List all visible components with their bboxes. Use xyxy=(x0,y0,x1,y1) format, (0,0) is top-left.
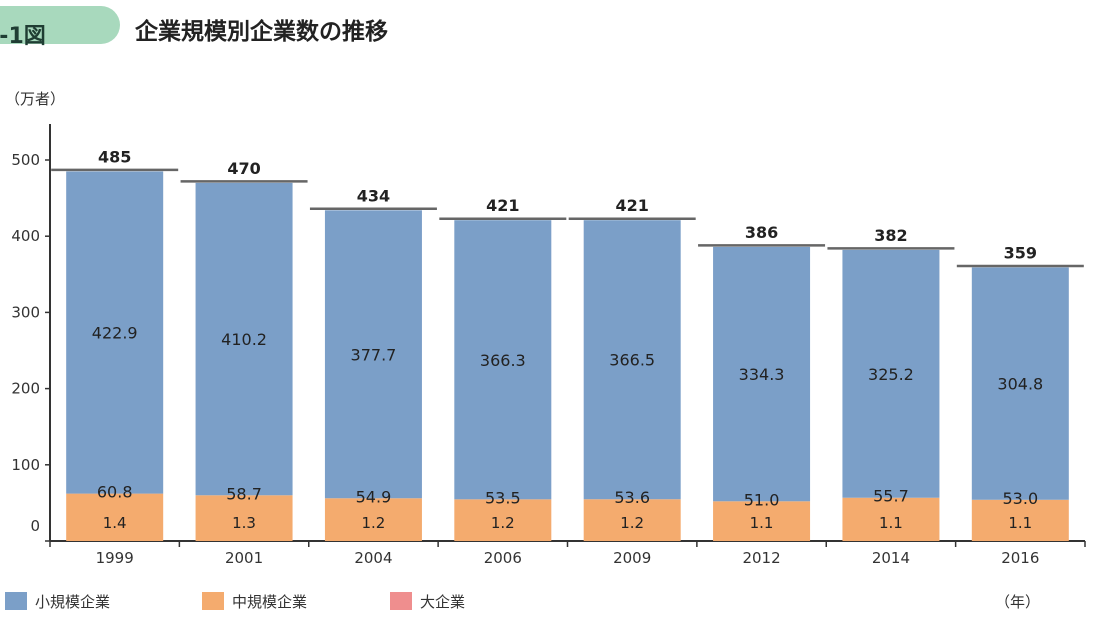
large-value-label: 1.2 xyxy=(491,514,515,532)
y-axis-label: （万者） xyxy=(5,90,65,108)
x-tick-label: 2016 xyxy=(1001,549,1039,567)
bar-segment-medium xyxy=(583,499,681,541)
bar-segment-small xyxy=(66,171,164,494)
small-value-label: 304.8 xyxy=(997,375,1043,394)
medium-value-label: 54.9 xyxy=(356,487,392,506)
total-label: 421 xyxy=(615,196,648,215)
legend-swatch xyxy=(5,592,27,610)
x-tick-label: 2014 xyxy=(872,549,910,567)
y-tick-label: 100 xyxy=(11,456,40,474)
small-value-label: 334.3 xyxy=(739,365,785,384)
small-value-label: 410.2 xyxy=(221,330,267,349)
bar-segment-small xyxy=(195,182,293,496)
bar-segment-medium xyxy=(842,497,940,541)
small-value-label: 377.7 xyxy=(351,345,397,364)
medium-value-label: 55.7 xyxy=(873,487,909,506)
x-tick-label: 2001 xyxy=(225,549,263,567)
bar-segment-small xyxy=(583,220,681,500)
bar-segment-small xyxy=(713,246,811,502)
x-tick-label: 2012 xyxy=(742,549,780,567)
total-label: 421 xyxy=(486,196,519,215)
medium-value-label: 58.7 xyxy=(226,484,262,503)
large-value-label: 1.1 xyxy=(879,514,903,532)
bar-segment-medium xyxy=(66,493,164,541)
total-label: 359 xyxy=(1004,243,1037,262)
legend-label: 大企業 xyxy=(420,593,465,611)
y-tick-label: 400 xyxy=(11,227,40,245)
bar-segment-small xyxy=(842,249,940,498)
large-value-label: 1.4 xyxy=(103,514,127,532)
small-value-label: 325.2 xyxy=(868,365,914,384)
bar-segment-small xyxy=(454,220,552,500)
total-label: 470 xyxy=(227,159,260,178)
legend-label: 中規模企業 xyxy=(232,593,307,611)
y-tick-label: 500 xyxy=(11,151,40,169)
x-axis-label: （年） xyxy=(995,593,1040,611)
bar-segment-medium xyxy=(195,495,293,541)
large-value-label: 1.3 xyxy=(232,514,256,532)
x-tick-label: 2006 xyxy=(484,549,522,567)
small-value-label: 366.5 xyxy=(609,351,655,370)
bar-segment-medium xyxy=(713,501,811,541)
medium-value-label: 51.0 xyxy=(744,490,780,509)
bar-segment-medium xyxy=(454,499,552,541)
total-label: 485 xyxy=(98,147,131,166)
total-label: 434 xyxy=(357,186,390,205)
legend-swatch xyxy=(390,592,412,610)
large-value-label: 1.2 xyxy=(620,514,644,532)
total-label: 386 xyxy=(745,223,778,242)
chart-title: 企業規模別企業数の推移 xyxy=(135,19,388,45)
total-label: 382 xyxy=(874,226,907,245)
x-tick-label: 2009 xyxy=(613,549,651,567)
figure-number: 3-1図 xyxy=(0,24,46,49)
x-tick-label: 2004 xyxy=(354,549,392,567)
bar-segment-small xyxy=(324,210,422,499)
bar-segment-medium xyxy=(324,498,422,541)
figure-number-badge: 3-1図 xyxy=(0,6,120,49)
small-value-label: 366.3 xyxy=(480,351,526,370)
y-tick-label: 0 xyxy=(30,517,40,535)
large-value-label: 1.1 xyxy=(750,514,774,532)
x-tick-label: 1999 xyxy=(96,549,134,567)
y-tick-label: 300 xyxy=(11,303,40,321)
medium-value-label: 53.5 xyxy=(485,488,521,507)
bar-segment-small xyxy=(971,267,1069,500)
medium-value-label: 53.6 xyxy=(614,488,650,507)
legend-label: 小規模企業 xyxy=(35,593,110,611)
large-value-label: 1.2 xyxy=(362,514,386,532)
large-value-label: 1.1 xyxy=(1008,514,1032,532)
legend-swatch xyxy=(202,592,224,610)
bar-segment-medium xyxy=(971,499,1069,541)
y-tick-label: 200 xyxy=(11,380,40,398)
small-value-label: 422.9 xyxy=(92,324,138,343)
medium-value-label: 60.8 xyxy=(97,483,133,502)
medium-value-label: 53.0 xyxy=(1003,489,1039,508)
